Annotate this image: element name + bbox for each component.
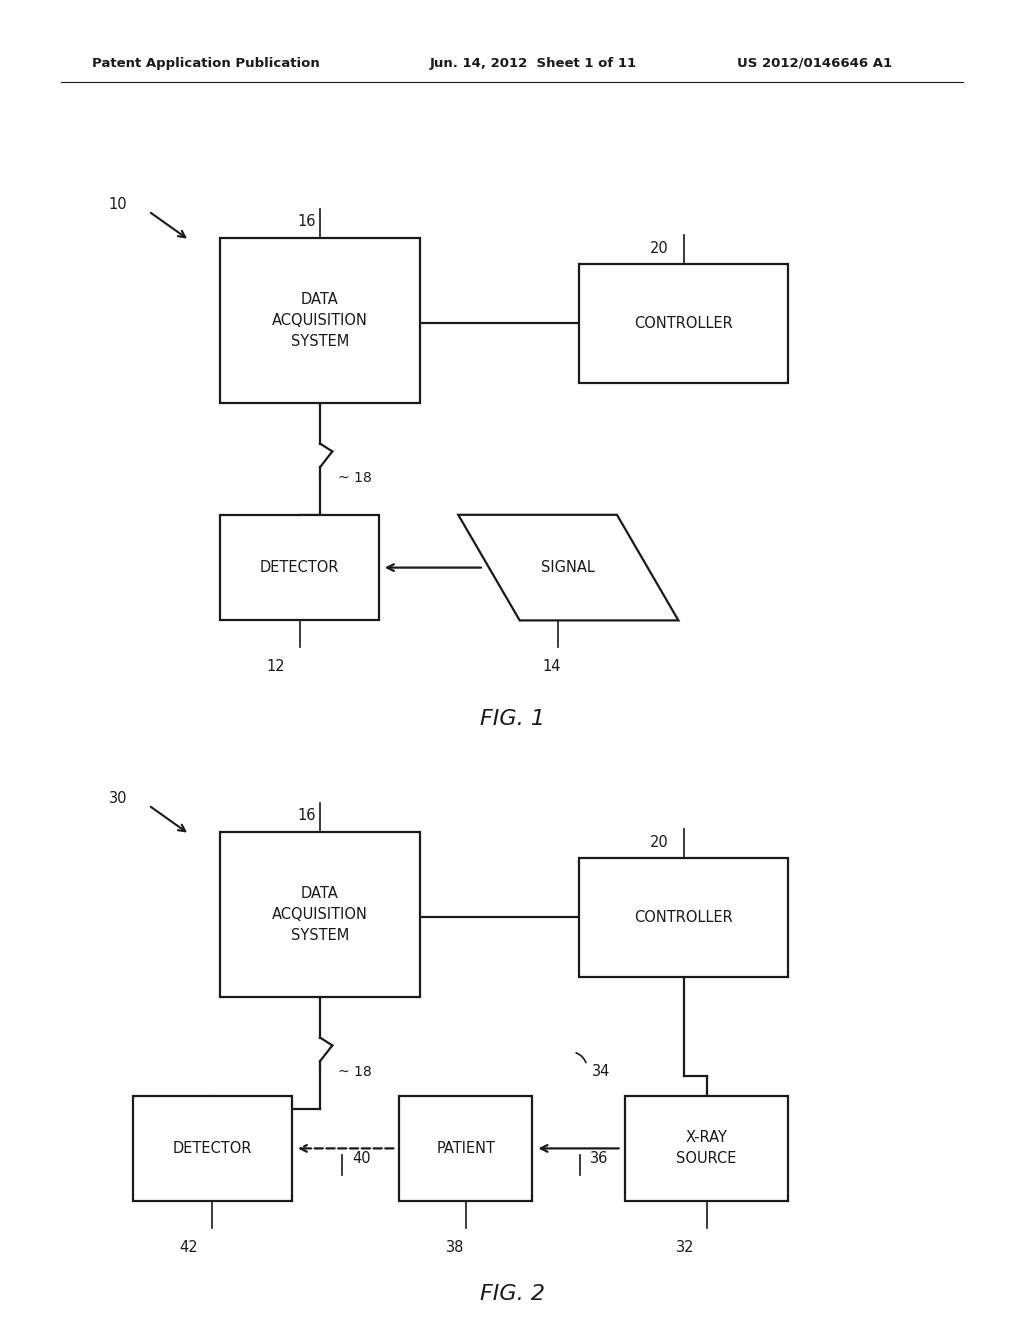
Text: 16: 16 [297,808,315,824]
Text: SIGNAL: SIGNAL [542,560,595,576]
Text: 10: 10 [109,197,127,213]
Text: 34: 34 [592,1064,610,1080]
Text: ~ 18: ~ 18 [338,471,372,484]
Text: 38: 38 [445,1239,464,1255]
Text: 36: 36 [590,1151,608,1167]
Bar [399,1096,532,1201]
Bar [133,1096,292,1201]
Text: 42: 42 [179,1239,198,1255]
Text: 40: 40 [352,1151,371,1167]
Text: DETECTOR: DETECTOR [260,560,339,576]
Bar [625,1096,788,1201]
Text: CONTROLLER: CONTROLLER [634,315,733,331]
Text: DATA
ACQUISITION
SYSTEM: DATA ACQUISITION SYSTEM [272,292,368,348]
Text: FIG. 1: FIG. 1 [479,709,545,730]
Text: 20: 20 [650,240,669,256]
Text: ~ 18: ~ 18 [338,1065,372,1078]
Polygon shape [459,515,679,620]
Text: DATA
ACQUISITION
SYSTEM: DATA ACQUISITION SYSTEM [272,886,368,942]
Text: Patent Application Publication: Patent Application Publication [92,57,319,70]
Text: CONTROLLER: CONTROLLER [634,909,733,925]
Bar [579,264,788,383]
Text: 20: 20 [650,834,669,850]
Text: PATIENT: PATIENT [436,1140,496,1156]
Text: X-RAY
SOURCE: X-RAY SOURCE [677,1130,736,1167]
Bar [220,832,420,997]
Bar [579,858,788,977]
Text: DETECTOR: DETECTOR [173,1140,252,1156]
Text: 12: 12 [266,659,285,675]
Text: 14: 14 [543,659,561,675]
Text: 16: 16 [297,214,315,230]
Bar [220,515,379,620]
Text: 32: 32 [676,1239,694,1255]
Text: FIG. 2: FIG. 2 [479,1283,545,1304]
Text: 30: 30 [109,791,127,807]
Text: Jun. 14, 2012  Sheet 1 of 11: Jun. 14, 2012 Sheet 1 of 11 [430,57,637,70]
Bar [220,238,420,403]
Text: US 2012/0146646 A1: US 2012/0146646 A1 [737,57,892,70]
